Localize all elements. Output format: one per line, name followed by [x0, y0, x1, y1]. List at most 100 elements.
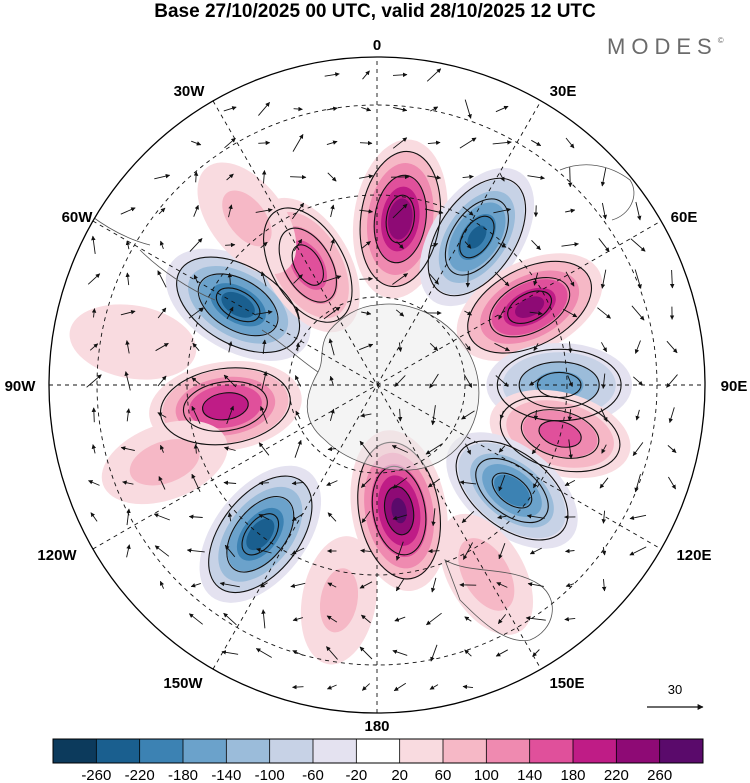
wind-arrow	[255, 648, 272, 658]
contour-line	[489, 277, 571, 338]
wind-arrow	[228, 341, 233, 353]
wind-arrow	[223, 106, 237, 112]
wind-arrow	[533, 410, 539, 421]
wind-arrow	[122, 480, 134, 485]
wind-arrow	[292, 650, 304, 656]
contour-line	[444, 198, 509, 276]
wind-arrow	[498, 445, 506, 453]
wind-arrow	[392, 477, 408, 489]
wind-arrow	[464, 616, 472, 622]
contour-line	[427, 177, 527, 297]
wind-arrow	[223, 446, 236, 451]
wind-arrow	[361, 106, 372, 112]
colorbar-tick-label: 220	[604, 767, 629, 783]
wind-arrow	[361, 683, 371, 691]
colorbar-tick-label: 20	[391, 767, 408, 783]
wind-arrow	[157, 375, 167, 387]
wind-arrow	[86, 374, 102, 388]
wind-arrow	[291, 547, 305, 555]
wind-arrow	[326, 646, 338, 660]
graticule	[49, 57, 705, 713]
contour-line	[520, 409, 600, 459]
wind-arrow	[258, 102, 270, 116]
wind-arrow	[527, 175, 545, 180]
wind-arrow	[360, 548, 372, 554]
wind-arrow	[361, 511, 371, 524]
longitude-label: 90E	[721, 378, 748, 395]
map-border	[48, 56, 706, 714]
wind-arrow	[394, 616, 406, 622]
wind-arrow	[260, 241, 268, 249]
wind-arrow	[495, 105, 509, 113]
wind-arrow	[329, 408, 335, 422]
colorbar-tick-label: 100	[474, 767, 499, 783]
anomaly-level	[387, 198, 413, 240]
wind-arrow	[293, 274, 303, 284]
wind-arrow	[395, 578, 405, 592]
wind-arrow	[465, 343, 471, 351]
wind-arrow	[461, 510, 475, 524]
anomaly-level	[494, 474, 530, 507]
wind-arrow	[494, 342, 510, 352]
wind-arrow	[188, 307, 204, 319]
anomaly-level	[222, 190, 272, 247]
colorbar-segment	[269, 739, 314, 763]
wind-arrow	[87, 273, 101, 285]
wind-arrow	[329, 375, 334, 386]
wind-arrow	[359, 209, 374, 214]
wind-arrow	[227, 512, 233, 522]
anomaly-level	[467, 225, 487, 249]
colorbar-segment	[573, 739, 617, 763]
wind-arrow	[533, 272, 539, 286]
wind-arrow	[392, 137, 408, 149]
wind-arrow	[324, 72, 340, 77]
longitude-label: 0	[373, 37, 381, 54]
wind-arrow	[126, 508, 131, 526]
wind-arrow	[600, 167, 607, 187]
wind-arrow	[497, 614, 507, 624]
anomaly-level	[539, 421, 581, 447]
contour-group	[455, 440, 569, 541]
wind-arrow	[393, 682, 407, 692]
wind-arrow	[429, 273, 439, 285]
contour-line	[201, 392, 249, 421]
wind-arrow	[224, 544, 236, 558]
longitude-label: 120E	[676, 547, 711, 564]
wind-arrow	[157, 307, 167, 319]
wind-arrow	[261, 170, 267, 184]
wind-arrow	[261, 609, 266, 629]
wind-arrow	[191, 140, 202, 146]
australia-outline	[444, 559, 553, 642]
wind-arrow	[492, 140, 512, 145]
colorbar-tick-label: -260	[81, 767, 111, 783]
wind-arrow	[158, 207, 166, 215]
wind-arrow	[193, 171, 199, 183]
wind-arrow	[327, 512, 337, 522]
wind-arrow	[497, 514, 507, 520]
wind-arrow	[634, 473, 641, 493]
wind-arrow	[565, 548, 575, 554]
wind-arrow	[431, 508, 436, 527]
wind-arrow	[293, 106, 303, 112]
wind-arrow	[397, 342, 403, 353]
contour-group	[467, 260, 593, 354]
wind-arrow	[667, 445, 677, 453]
wind-arrow	[258, 442, 270, 456]
wind-arrow	[294, 375, 302, 387]
contour-line	[491, 472, 533, 509]
wind-arrow	[459, 480, 477, 485]
wind-arrow	[429, 342, 439, 352]
wind-arrow	[219, 581, 240, 588]
wind-arrow	[120, 446, 135, 451]
wind-arrow	[91, 407, 97, 423]
wind-arrow	[192, 342, 200, 352]
wind-arrow	[261, 371, 268, 391]
wind-arrow	[601, 510, 607, 524]
wind-arrow	[633, 376, 644, 386]
meridian-line	[212, 100, 542, 670]
wind-arrow	[260, 405, 268, 424]
wind-arrow	[223, 374, 237, 388]
colorbar-tick-label: -140	[211, 767, 241, 783]
contour-line	[208, 475, 313, 594]
